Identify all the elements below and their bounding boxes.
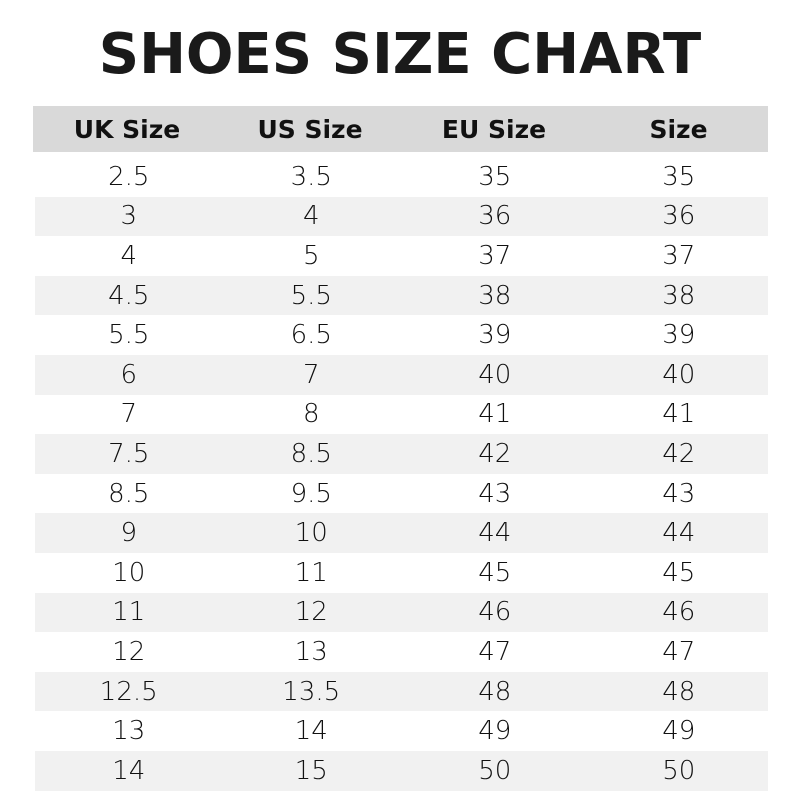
table-cell: 5.5 <box>108 320 150 351</box>
table-cell: 7 <box>302 359 320 390</box>
table-cell: 12.5 <box>99 676 158 707</box>
table-cell: 13 <box>112 716 146 747</box>
table-cell: 36 <box>478 201 512 232</box>
table-cell: 15 <box>294 755 328 786</box>
table-row: 11 12 46 46 <box>35 592 768 633</box>
table-cell: 8.5 <box>290 438 332 469</box>
table-cell: 8 <box>302 399 320 430</box>
table-cell: 44 <box>478 518 512 549</box>
table-cell: 50 <box>478 755 512 786</box>
table-cell: 13.5 <box>282 676 341 707</box>
table-cell: 7 <box>120 399 138 430</box>
table-cell: 10 <box>112 557 146 588</box>
table-cell: 42 <box>662 438 696 469</box>
table-cell: 5.5 <box>290 280 332 311</box>
table-cell: 5 <box>302 240 320 271</box>
table-cell: 41 <box>478 399 512 430</box>
table-cell: 41 <box>662 399 696 430</box>
table-cell: 45 <box>662 557 696 588</box>
table-cell: 42 <box>478 438 512 469</box>
table-cell: 14 <box>112 755 146 786</box>
table-cell: 37 <box>662 240 696 271</box>
table-row: 5.5 6.5 39 39 <box>35 315 768 355</box>
table-cell: 7.5 <box>108 438 150 469</box>
table-row: 2.5 3.5 35 35 <box>35 157 768 197</box>
table-row: 7 8 41 41 <box>35 395 768 435</box>
table-cell: 3 <box>120 201 138 232</box>
table-cell: 37 <box>478 240 512 271</box>
table-cell: 13 <box>294 636 328 667</box>
table-cell: 2.5 <box>108 161 150 192</box>
table-cell: 4 <box>120 240 138 271</box>
table-cell: 49 <box>478 716 512 747</box>
table-cell: 9.5 <box>290 478 332 509</box>
table-cell: 38 <box>662 280 696 311</box>
table-row: 4 5 37 37 <box>35 236 768 276</box>
header-us-size: US Size <box>257 114 363 144</box>
table-cell: 36 <box>662 201 696 232</box>
table-cell: 43 <box>662 478 696 509</box>
table-row: 3 4 36 36 <box>35 196 768 237</box>
table-cell: 6 <box>120 359 138 390</box>
table-row: 12.5 13.5 48 48 <box>35 671 768 712</box>
table-row: 4.5 5.5 38 38 <box>35 275 768 316</box>
table-cell: 40 <box>478 359 512 390</box>
table-cell: 49 <box>662 716 696 747</box>
header-size: Size <box>649 114 708 144</box>
table-cell: 48 <box>478 676 512 707</box>
table-row: 13 14 49 49 <box>35 711 768 751</box>
table-cell: 6.5 <box>290 320 332 351</box>
table-cell: 47 <box>478 636 512 667</box>
table-row: 9 10 44 44 <box>35 513 768 553</box>
table-cell: 39 <box>662 320 696 351</box>
table-body: 2.5 3.5 35 35 3 4 36 36 4 5 37 37 4.5 5.5 38 38 5.5 6.5 39… <box>33 157 768 791</box>
table-cell: 12 <box>294 597 328 628</box>
table-cell: 11 <box>112 597 146 628</box>
table-cell: 38 <box>478 280 512 311</box>
table-cell: 46 <box>478 597 512 628</box>
size-table: UK Size US Size EU Size Size 2.5 3.5 35 35 3… <box>33 106 768 791</box>
table-cell: 43 <box>478 478 512 509</box>
table-cell: 4.5 <box>108 280 150 311</box>
table-cell: 46 <box>662 597 696 628</box>
table-row: 10 11 45 45 <box>35 553 768 593</box>
table-cell: 35 <box>478 161 512 192</box>
table-cell: 10 <box>294 518 328 549</box>
table-cell: 3.5 <box>290 161 332 192</box>
table-row: 6 7 40 40 <box>35 354 768 395</box>
table-cell: 44 <box>662 518 696 549</box>
table-cell: 4 <box>302 201 320 232</box>
table-cell: 48 <box>662 676 696 707</box>
table-cell: 39 <box>478 320 512 351</box>
header-eu-size: EU Size <box>441 114 547 144</box>
table-row: 14 15 50 50 <box>35 750 768 791</box>
table-cell: 8.5 <box>108 478 150 509</box>
table-cell: 50 <box>662 755 696 786</box>
table-cell: 47 <box>662 636 696 667</box>
page-title: SHOES SIZE CHART <box>98 22 702 87</box>
table-header: UK Size US Size EU Size Size <box>33 106 768 152</box>
table-cell: 45 <box>478 557 512 588</box>
header-uk-size: UK Size <box>73 114 181 144</box>
table-cell: 40 <box>662 359 696 390</box>
table-row: 8.5 9.5 43 43 <box>35 474 768 514</box>
table-cell: 12 <box>112 636 146 667</box>
table-cell: 9 <box>120 518 138 549</box>
table-cell: 35 <box>662 161 696 192</box>
table-row: 7.5 8.5 42 42 <box>35 434 768 474</box>
table-cell: 14 <box>294 716 328 747</box>
table-row: 12 13 47 47 <box>35 632 768 672</box>
table-cell: 11 <box>294 557 328 588</box>
